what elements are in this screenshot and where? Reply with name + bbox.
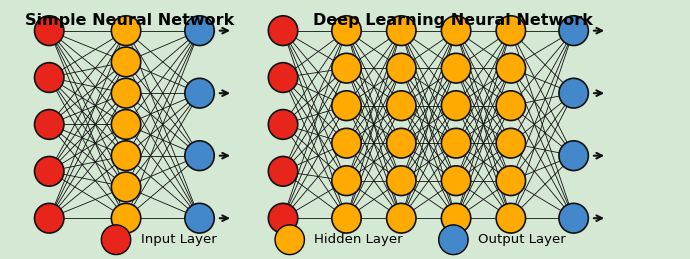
Ellipse shape [332, 91, 361, 120]
Ellipse shape [496, 53, 526, 83]
Ellipse shape [332, 53, 361, 83]
Ellipse shape [496, 16, 526, 46]
Ellipse shape [275, 225, 304, 255]
Ellipse shape [332, 128, 361, 158]
Text: Input Layer: Input Layer [141, 233, 217, 246]
Text: Hidden Layer: Hidden Layer [315, 233, 403, 246]
Ellipse shape [34, 63, 64, 92]
Ellipse shape [111, 172, 141, 202]
Ellipse shape [386, 203, 416, 233]
Ellipse shape [34, 110, 64, 139]
Ellipse shape [185, 16, 214, 46]
Ellipse shape [332, 203, 361, 233]
Ellipse shape [386, 16, 416, 46]
Ellipse shape [268, 203, 298, 233]
Ellipse shape [496, 91, 526, 120]
Ellipse shape [34, 16, 64, 46]
Ellipse shape [496, 166, 526, 196]
Ellipse shape [111, 110, 141, 139]
Ellipse shape [559, 16, 589, 46]
Ellipse shape [442, 91, 471, 120]
Ellipse shape [559, 78, 589, 108]
Ellipse shape [442, 166, 471, 196]
Ellipse shape [386, 166, 416, 196]
Ellipse shape [185, 203, 214, 233]
Ellipse shape [111, 16, 141, 46]
Ellipse shape [111, 203, 141, 233]
Ellipse shape [559, 141, 589, 170]
Text: Deep Learning Neural Network: Deep Learning Neural Network [313, 13, 593, 28]
Ellipse shape [442, 128, 471, 158]
Ellipse shape [442, 203, 471, 233]
Ellipse shape [101, 225, 130, 255]
Ellipse shape [185, 141, 214, 170]
Text: Simple Neural Network: Simple Neural Network [25, 13, 234, 28]
Ellipse shape [185, 78, 214, 108]
Ellipse shape [496, 128, 526, 158]
Ellipse shape [442, 53, 471, 83]
Text: Output Layer: Output Layer [478, 233, 566, 246]
Ellipse shape [268, 156, 298, 186]
Ellipse shape [34, 156, 64, 186]
Ellipse shape [268, 110, 298, 139]
Ellipse shape [386, 91, 416, 120]
Ellipse shape [111, 141, 141, 170]
Ellipse shape [442, 16, 471, 46]
Ellipse shape [111, 47, 141, 77]
Ellipse shape [111, 78, 141, 108]
Ellipse shape [386, 53, 416, 83]
Ellipse shape [34, 203, 64, 233]
Ellipse shape [559, 203, 589, 233]
Ellipse shape [332, 166, 361, 196]
Ellipse shape [386, 128, 416, 158]
Ellipse shape [439, 225, 468, 255]
Ellipse shape [496, 203, 526, 233]
Ellipse shape [268, 63, 298, 92]
Ellipse shape [332, 16, 361, 46]
Ellipse shape [268, 16, 298, 46]
